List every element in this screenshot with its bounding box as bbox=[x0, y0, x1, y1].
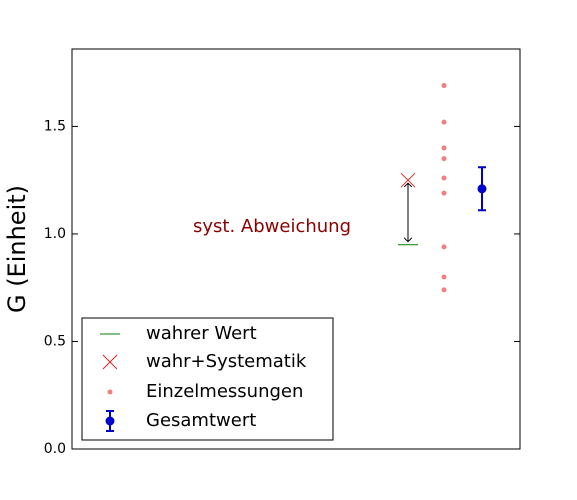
measurement bbox=[441, 287, 447, 293]
total-point bbox=[477, 184, 487, 194]
legend-swatch bbox=[105, 416, 115, 426]
legend-swatch bbox=[102, 354, 118, 370]
legend-label: wahrer Wert bbox=[146, 323, 257, 344]
plot-frame bbox=[71, 48, 521, 450]
measurement bbox=[441, 175, 447, 181]
legend-label: Einzelmessungen bbox=[146, 381, 303, 402]
measurement bbox=[441, 156, 447, 162]
legend-box bbox=[81, 317, 334, 441]
y-tick-label: 0.0 bbox=[44, 441, 66, 457]
measurement bbox=[441, 145, 447, 151]
measurement bbox=[441, 244, 447, 250]
annotation: syst. Abweichung bbox=[193, 216, 351, 237]
measurement bbox=[441, 274, 447, 280]
legend-label: wahr+Systematik bbox=[146, 351, 307, 372]
legend-label: Gesamtwert bbox=[146, 410, 256, 431]
legend-swatch bbox=[107, 389, 113, 395]
measurement bbox=[441, 119, 447, 125]
y-tick-label: 1.5 bbox=[44, 118, 66, 134]
measurement bbox=[441, 190, 447, 196]
measurement bbox=[441, 83, 447, 89]
y-tick-label: 1.0 bbox=[44, 226, 66, 242]
y-axis-label: G (Einheit) bbox=[3, 185, 31, 313]
x-marker bbox=[400, 172, 416, 188]
y-tick-label: 0.5 bbox=[44, 333, 66, 349]
